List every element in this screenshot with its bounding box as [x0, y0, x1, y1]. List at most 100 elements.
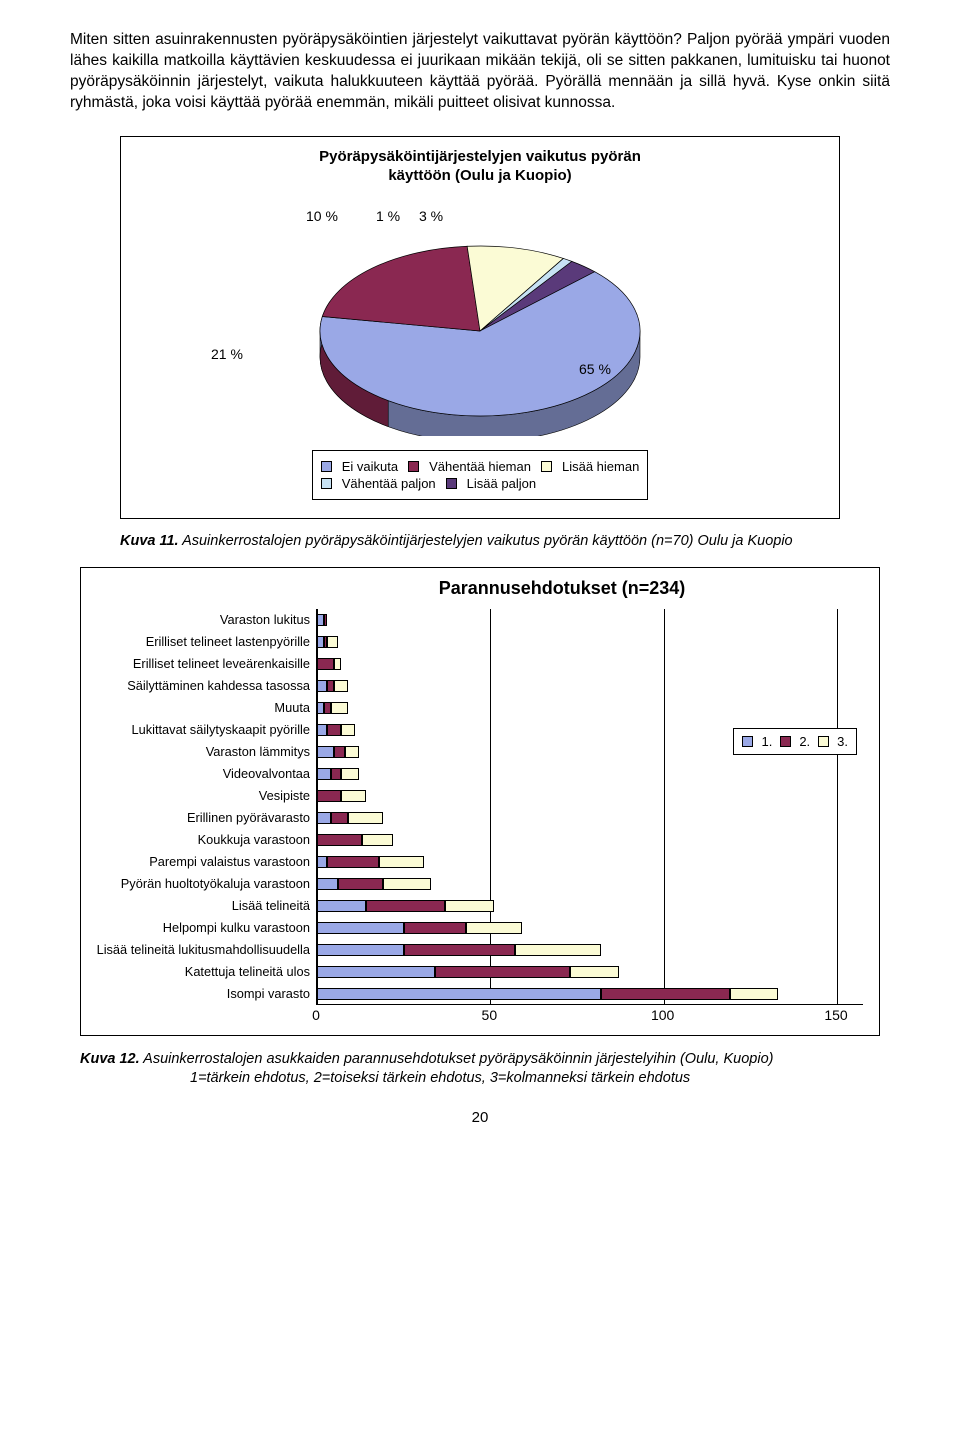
bar-row [317, 631, 863, 653]
bar-segment [317, 878, 338, 890]
bar-segment [334, 658, 341, 670]
caption-kuva-12: Kuva 12. Asuinkerrostalojen asukkaiden p… [80, 1050, 880, 1089]
bar-segment [317, 724, 327, 736]
bar-row-label: Muuta [91, 697, 310, 719]
pie-chart-box: Pyöräpysäköintijärjestelyjen vaikutus py… [120, 136, 840, 519]
pie-title: Pyöräpysäköintijärjestelyjen vaikutus py… [151, 147, 809, 186]
bar-segment [334, 680, 348, 692]
bar-segment [341, 790, 365, 802]
bar-x-axis: 050100150 [316, 1005, 836, 1025]
bar-segment [324, 702, 331, 714]
swatch-lisaa-paljon [446, 478, 457, 489]
bar-segment [317, 856, 327, 868]
bar-row-label: Erillinen pyörävarasto [91, 807, 310, 829]
pie-label-21: 21 % [211, 346, 243, 362]
bar-segment [730, 988, 779, 1000]
bar-swatch-3 [818, 736, 829, 747]
x-tick: 50 [482, 1007, 498, 1023]
caption-11-text: Asuinkerrostalojen pyöräpysäköintijärjes… [179, 533, 793, 549]
pie-legend: Ei vaikuta Vähentää hieman Lisää hieman … [151, 450, 809, 500]
bar-swatch-2 [780, 736, 791, 747]
bar-row [317, 675, 863, 697]
bar-segment [331, 768, 341, 780]
bar-row [317, 807, 863, 829]
caption-kuva-11: Kuva 11. Asuinkerrostalojen pyöräpysäköi… [120, 533, 840, 549]
bar-row [317, 785, 863, 807]
legend-label-lisaa-hieman: Lisää hieman [562, 459, 639, 474]
bar-segment [366, 900, 446, 912]
pie-legend-inner: Ei vaikuta Vähentää hieman Lisää hieman … [312, 450, 649, 500]
pie-label-10: 10 % [306, 208, 338, 224]
bar-legend: 1. 2. 3. [733, 728, 857, 755]
bar-segment [341, 768, 358, 780]
pie-title-line2: käyttöön (Oulu ja Kuopio) [388, 167, 571, 184]
legend-label-vahentaa-hieman: Vähentää hieman [429, 459, 531, 474]
bar-segment [317, 812, 331, 824]
bar-segment [601, 988, 729, 1000]
legend-label-ei-vaikuta: Ei vaikuta [342, 459, 398, 474]
bar-row-label: Erilliset telineet leveärenkaisille [91, 653, 310, 675]
bar-plot [316, 609, 863, 1005]
bar-row-label: Isompi varasto [91, 983, 310, 1005]
bar-row [317, 829, 863, 851]
pie-label-65: 65 % [579, 361, 611, 377]
pie-label-1: 1 % [376, 208, 400, 224]
bar-row-label: Varaston lämmitys [91, 741, 310, 763]
bar-row [317, 609, 863, 631]
bar-labels: Varaston lukitusErilliset telineet laste… [91, 609, 316, 1005]
bar-row-label: Lisää telineitä [91, 895, 310, 917]
bar-legend-1: 1. [761, 734, 772, 749]
bar-segment [327, 724, 341, 736]
bar-swatch-1 [742, 736, 753, 747]
pie-legend-row-2: Vähentää paljon Lisää paljon [321, 476, 640, 491]
pie-label-3: 3 % [419, 208, 443, 224]
bar-segment [327, 680, 334, 692]
bar-row [317, 939, 863, 961]
bar-segment [345, 746, 359, 758]
bar-segment [435, 966, 570, 978]
bar-row [317, 653, 863, 675]
bar-legend-2: 2. [799, 734, 810, 749]
bar-segment [341, 724, 355, 736]
bar-segment [348, 812, 383, 824]
x-tick: 0 [312, 1007, 320, 1023]
bar-row [317, 873, 863, 895]
caption-12-sub: 1=tärkein ehdotus, 2=toiseksi tärkein eh… [190, 1070, 690, 1086]
bar-row-label: Vesipiste [91, 785, 310, 807]
bar-segment [317, 768, 331, 780]
bar-row-label: Katettuja telineitä ulos [91, 961, 310, 983]
bar-row [317, 961, 863, 983]
bar-segment [466, 922, 521, 934]
bar-row-label: Parempi valaistus varastoon [91, 851, 310, 873]
swatch-vahentaa-hieman [408, 461, 419, 472]
legend-label-lisaa-paljon: Lisää paljon [467, 476, 536, 491]
bar-row-label: Erilliset telineet lastenpyörille [91, 631, 310, 653]
bar-segment [383, 878, 432, 890]
pie-title-line1: Pyöräpysäköintijärjestelyjen vaikutus py… [319, 148, 641, 165]
bar-row-label: Säilyttäminen kahdessa tasossa [91, 675, 310, 697]
bar-row-label: Helpompi kulku varastoon [91, 917, 310, 939]
caption-12-label: Kuva 12. [80, 1051, 140, 1067]
bar-segment [327, 856, 379, 868]
x-tick: 100 [651, 1007, 674, 1023]
bar-segment [331, 702, 348, 714]
bar-row [317, 763, 863, 785]
bar-row [317, 697, 863, 719]
bar-row [317, 895, 863, 917]
bar-row [317, 917, 863, 939]
bar-row-label: Videovalvontaa [91, 763, 310, 785]
page-number: 20 [70, 1109, 890, 1126]
swatch-ei-vaikuta [321, 461, 332, 472]
bar-row-label: Varaston lukitus [91, 609, 310, 631]
bar-row [317, 983, 863, 1005]
bar-segment [324, 614, 327, 626]
bar-segment [404, 944, 515, 956]
bar-segment [317, 988, 601, 1000]
x-tick: 150 [824, 1007, 847, 1023]
bar-segment [334, 746, 344, 758]
bar-row-label: Koukkuja varastoon [91, 829, 310, 851]
bar-chart-box: Parannusehdotukset (n=234) Varaston luki… [80, 567, 880, 1036]
bar-row [317, 851, 863, 873]
caption-11-label: Kuva 11. [120, 533, 179, 549]
bar-segment [362, 834, 393, 846]
